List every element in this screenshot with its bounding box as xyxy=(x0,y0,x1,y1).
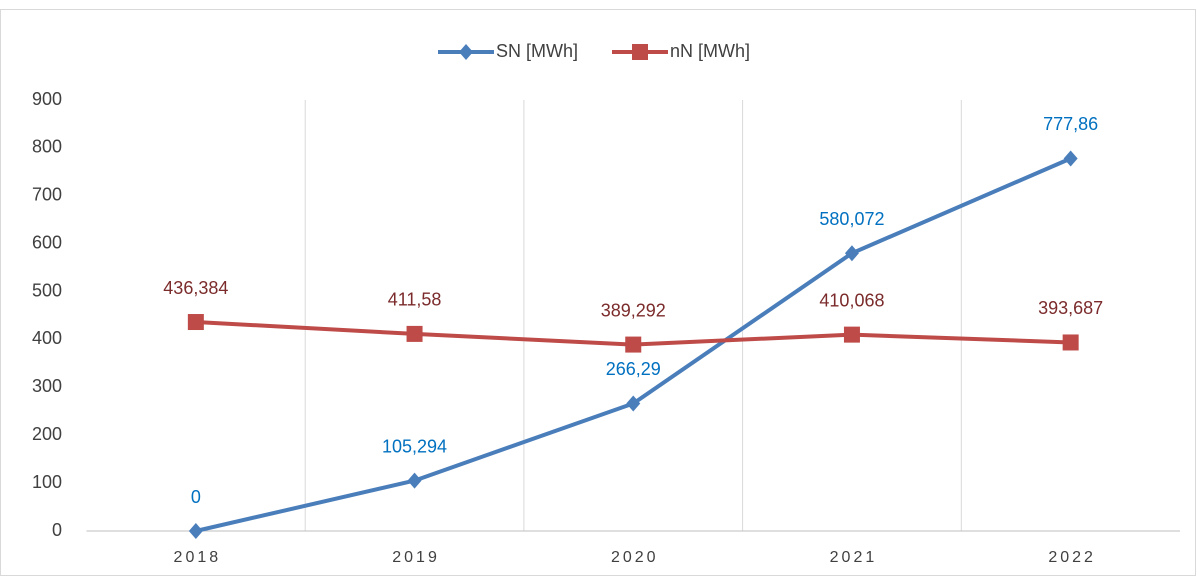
x-tick-label: 2021 xyxy=(830,549,878,566)
y-tick-label: 300 xyxy=(32,376,62,396)
x-tick-label: 2018 xyxy=(174,549,222,566)
marker xyxy=(632,44,648,60)
marker xyxy=(188,523,203,539)
y-tick-label: 0 xyxy=(52,520,62,540)
chart-border xyxy=(0,9,1196,576)
marker xyxy=(626,395,641,412)
y-tick-label: 700 xyxy=(32,185,62,205)
x-tick-label: 2022 xyxy=(1048,549,1096,566)
data-label: 436,384 xyxy=(163,278,228,298)
data-label: 266,29 xyxy=(606,359,661,379)
marker xyxy=(843,326,860,343)
y-tick-label: 200 xyxy=(32,424,62,444)
y-tick-label: 500 xyxy=(32,280,62,300)
marker xyxy=(844,245,859,262)
marker xyxy=(1062,334,1079,351)
y-tick-label: 600 xyxy=(32,232,62,252)
marker xyxy=(187,314,204,331)
y-tick-label: 800 xyxy=(32,137,62,157)
marker xyxy=(625,336,642,353)
data-label: 777,86 xyxy=(1043,114,1098,134)
legend-label: nN [MWh] xyxy=(670,41,750,61)
data-label: 393,687 xyxy=(1038,298,1103,318)
marker xyxy=(459,44,473,60)
x-tick-label: 2019 xyxy=(392,549,440,566)
data-label: 0 xyxy=(191,487,201,507)
legend-label: SN [MWh] xyxy=(496,41,578,61)
data-label: 105,294 xyxy=(382,436,447,456)
data-label: 389,292 xyxy=(601,300,666,320)
data-label: 580,072 xyxy=(819,209,884,229)
y-tick-label: 100 xyxy=(32,472,62,492)
data-label: 411,58 xyxy=(388,290,442,310)
data-label: 410,068 xyxy=(819,290,884,310)
y-tick-label: 900 xyxy=(32,89,62,109)
marker xyxy=(1063,150,1078,167)
marker xyxy=(406,325,423,342)
x-tick-label: 2020 xyxy=(611,549,659,566)
y-tick-label: 400 xyxy=(32,328,62,348)
marker xyxy=(407,472,422,489)
